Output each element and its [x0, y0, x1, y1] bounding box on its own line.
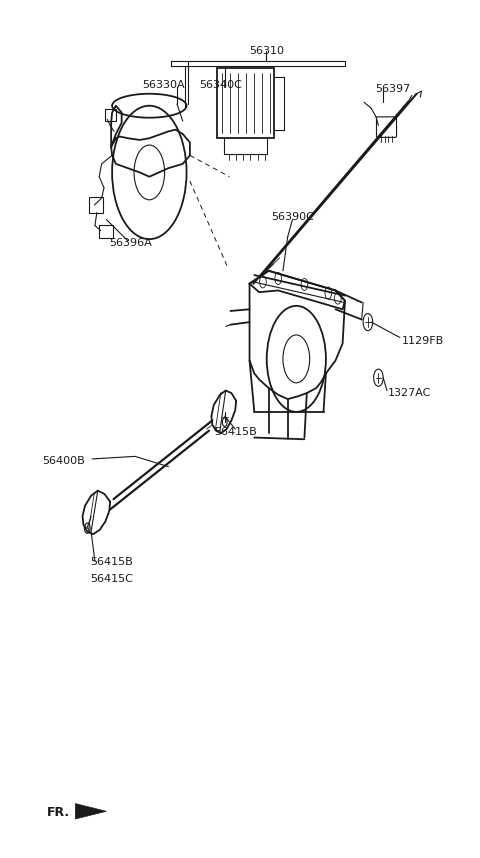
Text: 56415B: 56415B [214, 426, 257, 437]
Text: 1129FB: 1129FB [402, 336, 444, 346]
Text: 56310: 56310 [249, 46, 284, 56]
Bar [89, 197, 103, 213]
Text: 56400B: 56400B [42, 456, 85, 467]
Text: 56396A: 56396A [109, 238, 152, 248]
Text: 1327AC: 1327AC [388, 388, 432, 398]
Text: FR.: FR. [47, 806, 70, 819]
Bar [99, 225, 113, 239]
Text: 56415C: 56415C [90, 574, 132, 583]
Bar [217, 68, 275, 138]
Text: 56397: 56397 [375, 83, 410, 94]
Text: 56415B: 56415B [90, 557, 132, 566]
Bar [106, 109, 116, 121]
Text: 56390C: 56390C [271, 212, 314, 222]
Text: 56340C: 56340C [200, 80, 242, 90]
Polygon shape [75, 804, 107, 819]
Text: 56330A: 56330A [143, 80, 185, 90]
